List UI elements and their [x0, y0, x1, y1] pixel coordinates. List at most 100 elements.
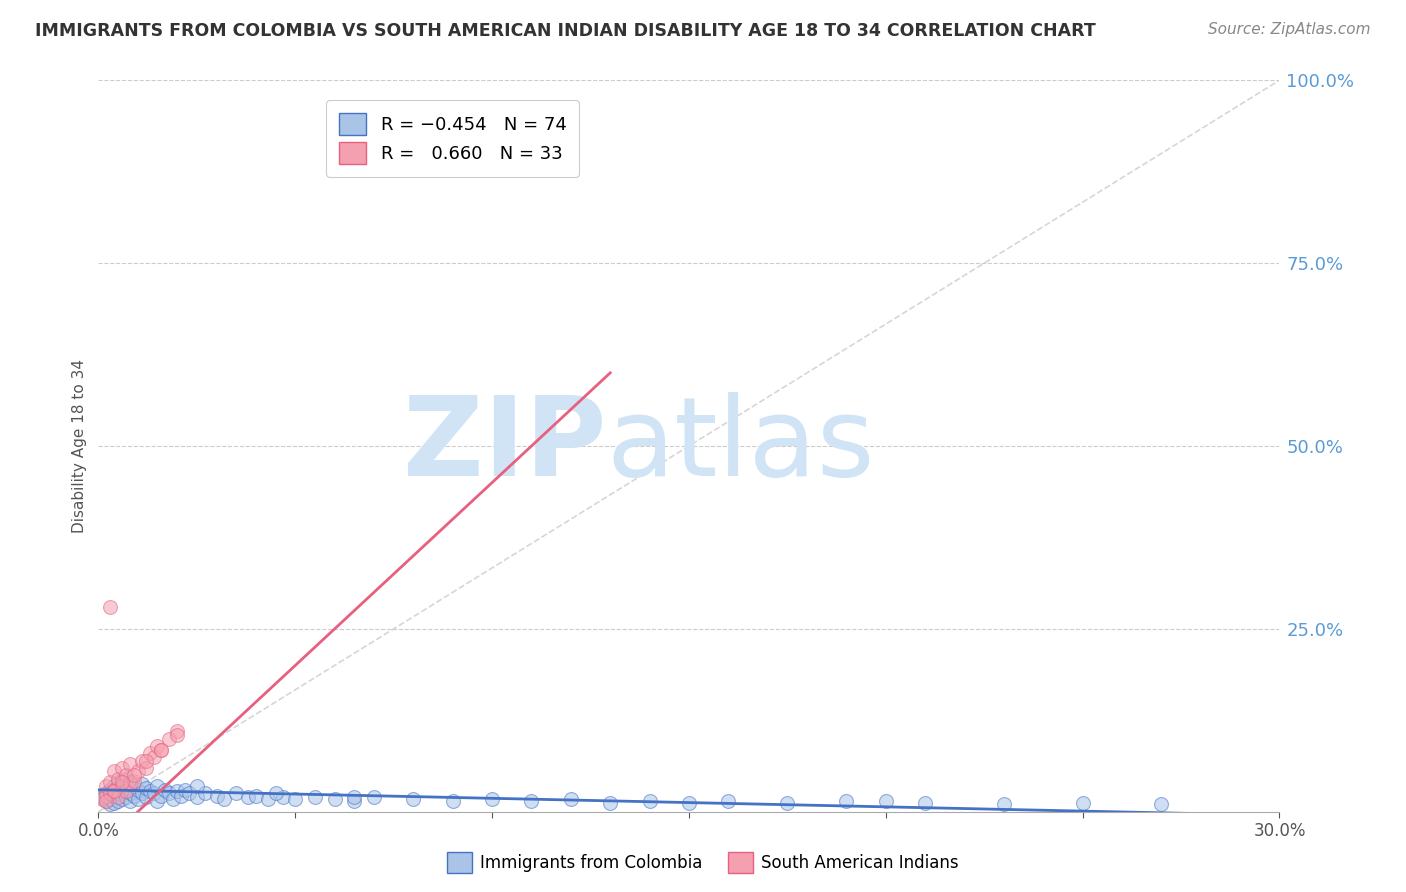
Point [174, 782, 197, 797]
Point [115, 790, 138, 805]
Point [107, 772, 129, 786]
Point [103, 784, 125, 798]
Text: atlas: atlas [606, 392, 875, 500]
Point [146, 794, 169, 808]
Point [520, 794, 543, 808]
Point [157, 731, 180, 746]
Point [118, 757, 141, 772]
Point [1150, 797, 1173, 812]
Legend: Immigrants from Colombia, South American Indians: Immigrants from Colombia, South American… [440, 846, 966, 880]
Point [155, 782, 177, 797]
Point [135, 761, 157, 775]
Point [96, 794, 118, 808]
Point [273, 790, 295, 805]
Point [118, 787, 141, 801]
Point [284, 791, 307, 805]
Point [98, 599, 121, 614]
Text: Source: ZipAtlas.com: Source: ZipAtlas.com [1208, 22, 1371, 37]
Point [122, 789, 145, 803]
Point [170, 789, 193, 803]
Point [103, 789, 125, 803]
Point [214, 791, 236, 805]
Point [91, 790, 114, 805]
Point [599, 796, 621, 810]
Point [146, 739, 169, 753]
Point [638, 794, 661, 808]
Point [225, 787, 247, 801]
Point [131, 787, 153, 801]
Point [343, 794, 366, 808]
Point [135, 790, 157, 805]
Point [96, 787, 118, 801]
Point [127, 791, 149, 805]
Point [122, 768, 145, 782]
Point [96, 779, 118, 793]
Point [186, 779, 208, 793]
Point [107, 787, 129, 801]
Point [111, 777, 134, 791]
Point [1071, 796, 1094, 810]
Point [157, 787, 180, 801]
Point [142, 749, 165, 764]
Point [111, 779, 134, 793]
Point [135, 754, 157, 768]
Point [122, 774, 145, 789]
Point [96, 789, 118, 803]
Point [150, 789, 173, 803]
Point [98, 782, 121, 797]
Point [256, 791, 278, 805]
Point [162, 791, 184, 805]
Point [131, 754, 153, 768]
Point [111, 775, 134, 789]
Point [835, 794, 858, 808]
Point [323, 791, 346, 805]
Point [993, 797, 1015, 812]
Point [98, 775, 121, 789]
Point [402, 791, 425, 805]
Point [186, 790, 208, 805]
Point [107, 775, 129, 789]
Point [875, 794, 897, 808]
Point [115, 784, 138, 798]
Point [194, 787, 217, 801]
Point [107, 794, 129, 808]
Point [91, 791, 114, 805]
Point [122, 779, 145, 793]
Point [363, 790, 385, 805]
Point [96, 794, 118, 808]
Point [118, 794, 141, 808]
Point [304, 790, 326, 805]
Point [717, 794, 740, 808]
Point [103, 782, 125, 797]
Point [118, 775, 141, 789]
Point [115, 772, 138, 786]
Point [481, 791, 503, 805]
Point [150, 742, 173, 756]
Text: IMMIGRANTS FROM COLOMBIA VS SOUTH AMERICAN INDIAN DISABILITY AGE 18 TO 34 CORREL: IMMIGRANTS FROM COLOMBIA VS SOUTH AMERIC… [35, 22, 1095, 40]
Text: ZIP: ZIP [404, 392, 606, 500]
Point [776, 796, 799, 810]
Point [111, 791, 134, 805]
Point [146, 779, 169, 793]
Point [135, 781, 157, 796]
Point [98, 797, 121, 812]
Point [111, 784, 134, 798]
Point [678, 796, 700, 810]
Point [138, 746, 160, 760]
Point [103, 796, 125, 810]
Point [236, 790, 259, 805]
Point [127, 782, 149, 797]
Point [103, 764, 125, 779]
Point [98, 791, 121, 805]
Point [111, 761, 134, 775]
Point [138, 784, 160, 798]
Point [103, 779, 125, 793]
Point [150, 742, 173, 756]
Y-axis label: Disability Age 18 to 34: Disability Age 18 to 34 [72, 359, 87, 533]
Point [177, 787, 200, 801]
Point [142, 787, 165, 801]
Point [264, 787, 287, 801]
Point [560, 791, 582, 805]
Point [107, 790, 129, 805]
Point [98, 787, 121, 801]
